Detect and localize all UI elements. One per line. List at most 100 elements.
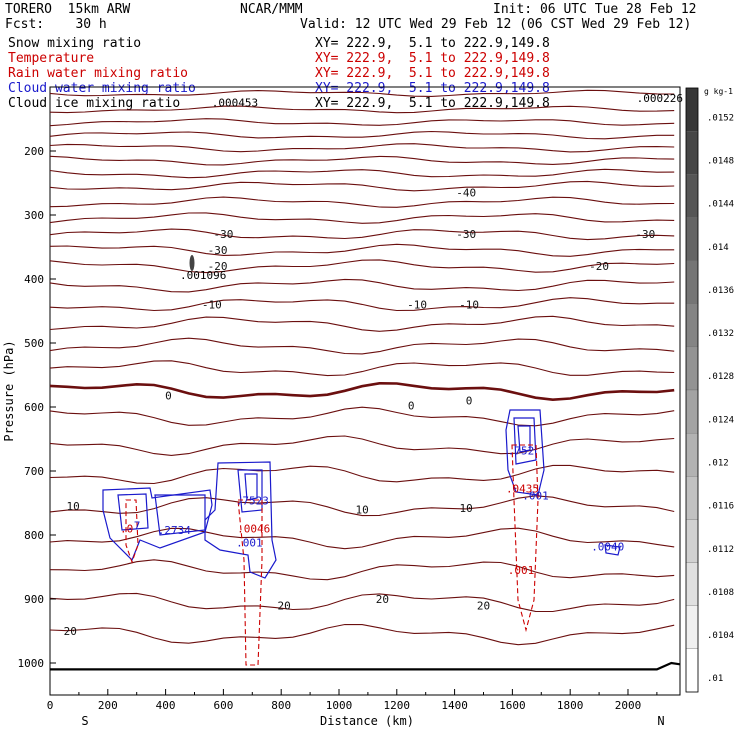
field-xy-cloud-ice: XY= 222.9, 5.1 to 222.9,149.8: [315, 96, 550, 111]
field-xy-temperature: XY= 222.9, 5.1 to 222.9,149.8: [315, 51, 550, 66]
cloud-contour: [513, 417, 537, 465]
colorbar: .0152 .0148 .0144 .014 .0136 .0132 .0128 .0124.…: [685, 87, 734, 693]
field-xy-rain: XY= 222.9, 5.1 to 222.9,149.8: [315, 66, 550, 81]
cloud-contour: [102, 487, 213, 562]
isotherm-label: 20: [376, 593, 389, 606]
isotherm-label: 0: [466, 395, 473, 408]
y-tick-label: 800: [24, 529, 44, 542]
max-value-label: .2734: [158, 524, 191, 537]
snow-blob: [189, 255, 195, 271]
colorbar-swatch: [685, 605, 699, 650]
isotherm-line: [49, 297, 675, 312]
colorbar-swatch: [685, 130, 699, 175]
isotherm-line: [49, 435, 675, 456]
forecast-hour: Fcst: 30 h: [5, 17, 107, 32]
field-xy-cloud-water: XY= 222.9, 5.1 to 222.9,149.8: [315, 81, 550, 96]
x-tick-label: 600: [213, 699, 233, 712]
isotherm-line: [49, 105, 675, 114]
init-time: Init: 06 UTC Tue 28 Feb 12: [493, 2, 697, 17]
isotherm-line: [49, 559, 675, 581]
label-group: -40 -30 -30 -30 -30 -20 -20 -10 -10 -10 0 0 0 10 10 10 2…: [64, 92, 683, 638]
max-value-label: .7: [127, 519, 140, 532]
cloud-contour: [244, 473, 258, 501]
y-tick-label: 400: [24, 273, 44, 286]
y-tick-label: 700: [24, 465, 44, 478]
colorbar-swatch: [685, 346, 699, 391]
colorbar-tick-label: .0104: [707, 631, 734, 641]
isotherm-label: -30: [213, 228, 233, 241]
rain-value-label: .001: [508, 564, 535, 577]
isotherm-label: -30: [208, 244, 228, 257]
direction-north: N: [657, 714, 664, 728]
cloud-contour: [517, 425, 531, 453]
isotherm-line: [49, 155, 675, 166]
plot-frame: [49, 86, 681, 696]
model-title: TORERO 15km ARW: [5, 2, 131, 17]
rain-water-group: [125, 444, 539, 666]
colorbar-tick-label: .0124: [707, 415, 734, 425]
isotherm-line: [49, 228, 675, 241]
isotherm-label: 20: [277, 599, 290, 612]
isotherm-label: 0: [408, 400, 415, 413]
direction-south: S: [81, 714, 88, 728]
field-name-cloud-ice: Cloud ice mixing ratio: [8, 96, 181, 111]
x-tick-label: 1400: [441, 699, 468, 712]
field-name-temperature: Temperature: [8, 51, 95, 66]
x-tick-label: 800: [271, 699, 291, 712]
isotherm-line: [49, 143, 675, 153]
max-value-label: .7523: [236, 494, 269, 507]
colorbar-swatch: [685, 648, 699, 693]
isotherm-label: 20: [477, 599, 490, 612]
cloud-contour: [204, 461, 277, 579]
cloud-contour: [505, 409, 545, 496]
field-xy-snow: XY= 222.9, 5.1 to 222.9,149.8: [315, 36, 550, 51]
valid-time: Valid: 12 UTC Wed 29 Feb 12 (06 CST Wed …: [300, 17, 692, 32]
rain-contour: [237, 499, 263, 666]
isotherm-line: [49, 278, 675, 293]
x-tick-label: 1600: [499, 699, 526, 712]
isotherm-line: [49, 527, 675, 550]
isotherm-line: [49, 464, 675, 485]
isotherm-label: 10: [355, 503, 368, 516]
isotherm-label: -20: [589, 260, 609, 273]
isotherm-label: -30: [456, 228, 476, 241]
colorbar-tick-label: .0144: [707, 200, 734, 210]
cloud-water-group: [102, 409, 621, 579]
colorbar-unit: g kg-1: [704, 87, 733, 96]
x-tick-label: 0: [47, 699, 54, 712]
y-tick-label: 1000: [18, 657, 45, 670]
isotherm-line: [49, 381, 675, 402]
colorbar-tick-label: .01: [707, 674, 723, 684]
colorbar-tick-label: .0112: [707, 545, 734, 555]
colorbar-tick-label: .0148: [707, 157, 734, 167]
isotherm-label: -30: [635, 228, 655, 241]
cloud-contour: [604, 544, 621, 556]
y-tick-label: 600: [24, 401, 44, 414]
colorbar-swatch: [685, 389, 699, 434]
isotherm-label: 10: [460, 502, 473, 515]
isotherm-line: [49, 337, 675, 355]
isotherm-line: [49, 360, 675, 377]
colorbar-swatch: [685, 562, 699, 606]
rain-contour: [511, 444, 539, 633]
colorbar-tick-label: .0108: [707, 588, 734, 598]
x-tick-label: 1000: [326, 699, 353, 712]
colorbar-swatch: [685, 174, 699, 218]
y-tick-label: 200: [24, 145, 44, 158]
rain-value-label: .0046: [237, 523, 270, 536]
isotherm-label: 10: [66, 500, 79, 513]
isotherm-line: [49, 89, 675, 97]
x-tick-label: 2000: [615, 699, 642, 712]
isotherm-label: -10: [459, 299, 479, 312]
isotherm-line: [49, 118, 675, 127]
field-name-cloud-water: Cloud water mixing ratio: [8, 81, 196, 96]
isotherm-line: [49, 623, 675, 646]
max-value-label: .000226: [637, 92, 683, 105]
isotherm-line: [49, 180, 675, 192]
isotherm-label: -40: [456, 187, 476, 200]
max-value-label: .001: [522, 489, 549, 502]
colorbar-swatch: [685, 217, 699, 261]
isotherm-label: -10: [407, 299, 427, 312]
x-tick-label: 200: [98, 699, 118, 712]
